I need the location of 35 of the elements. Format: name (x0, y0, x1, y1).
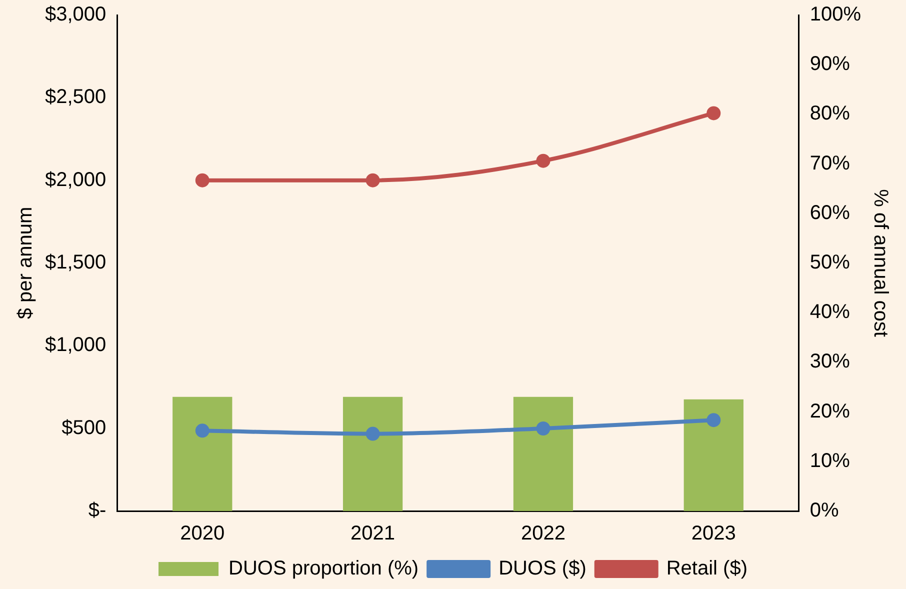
point (706, 106, 721, 120)
point (536, 154, 550, 168)
y2-tick-label: 40% (810, 301, 850, 324)
point (366, 426, 380, 441)
y2-tick-label: 0% (810, 500, 839, 522)
legend-label: DUOS ($) (498, 558, 586, 580)
point (706, 413, 721, 428)
y2-tick-label: 10% (810, 450, 850, 472)
x-tick-label: 2021 (350, 522, 396, 545)
point (536, 422, 550, 436)
y-tick-label: $1,000 (45, 334, 106, 356)
x-tick-label: 2023 (691, 522, 736, 545)
y2-tick-label: 20% (810, 400, 850, 422)
y2-tick-label: 100% (810, 4, 862, 26)
point (195, 173, 210, 188)
legend-label: DUOS proportion (%) (228, 558, 419, 580)
y-axis-title: $ per annum (14, 206, 37, 320)
point (366, 173, 380, 188)
y-tick-label: $- (88, 500, 106, 522)
x-tick-label: 2020 (180, 522, 225, 545)
y2-tick-label: 30% (810, 350, 850, 373)
y2-tick-label: 80% (810, 102, 850, 125)
y2-tick-label: 70% (810, 152, 850, 174)
y2-axis-title: % of annual cost (869, 189, 892, 338)
legend-label: Retail ($) (666, 558, 748, 580)
y2-tick-label: 90% (810, 53, 850, 76)
x-tick-label: 2022 (520, 522, 566, 545)
y-tick-label: $1,500 (45, 252, 106, 274)
y2-tick-label: 50% (810, 252, 850, 274)
y-tick-label: $2,500 (45, 86, 106, 108)
y-tick-label: $3,000 (45, 4, 106, 26)
y2-tick-label: 60% (810, 202, 850, 224)
point (195, 424, 210, 438)
y-tick-label: $500 (62, 416, 106, 439)
y-tick-label: $2,000 (45, 168, 106, 191)
